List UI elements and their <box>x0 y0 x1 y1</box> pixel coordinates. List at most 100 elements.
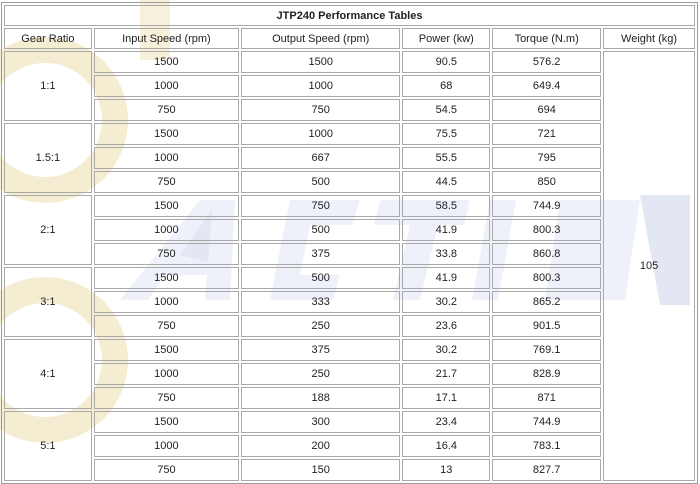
cell-input-speed: 1500 <box>93 267 240 289</box>
cell-power: 68 <box>402 75 491 97</box>
cell-power: 16.4 <box>402 435 491 457</box>
cell-output-speed: 500 <box>241 219 401 241</box>
cell-torque: 576.2 <box>492 51 602 73</box>
table-title: JTP240 Performance Tables <box>4 5 695 26</box>
cell-gear-ratio: 4:1 <box>4 339 92 409</box>
cell-power: 23.6 <box>402 315 491 337</box>
cell-power: 17.1 <box>402 387 491 409</box>
cell-power: 75.5 <box>402 123 491 145</box>
cell-output-speed: 1000 <box>241 75 401 97</box>
cell-torque: 865.2 <box>492 291 602 313</box>
cell-power: 44.5 <box>402 171 491 193</box>
table-row: 3:1 1500 500 41.9 800.3 <box>4 267 695 337</box>
cell-power: 30.2 <box>402 339 491 361</box>
header-torque: Torque (N.m) <box>492 28 602 49</box>
table-row: 1000 250 21.7 828.9 <box>4 363 695 385</box>
cell-gear-ratio: 5:1 <box>4 411 92 481</box>
cell-input-speed: 1000 <box>93 147 240 169</box>
cell-torque: 721 <box>492 123 602 145</box>
table-row: 750 188 17.1 871 <box>4 387 695 409</box>
table-row: 2:1 1500 750 58.5 744.9 <box>4 195 695 265</box>
cell-torque: 744.9 <box>492 195 602 217</box>
header-output-speed: Output Speed (rpm) <box>241 28 401 49</box>
cell-input-speed: 1500 <box>93 51 240 73</box>
table-row: 1.5:1 1500 1000 75.5 721 <box>4 123 695 193</box>
header-gear-ratio: Gear Ratio <box>4 28 92 49</box>
cell-input-speed: 1500 <box>93 195 240 217</box>
table-row: 1000 333 30.2 865.2 <box>4 291 695 313</box>
table-row: 5:1 1500 300 23.4 744.9 <box>4 411 695 481</box>
cell-output-speed: 300 <box>241 411 401 433</box>
cell-power: 21.7 <box>402 363 491 385</box>
cell-input-speed: 1000 <box>93 363 240 385</box>
table-row: 750 375 33.8 860.8 <box>4 243 695 265</box>
cell-output-speed: 1000 <box>241 123 401 145</box>
cell-output-speed: 500 <box>241 171 401 193</box>
cell-input-speed: 1000 <box>93 75 240 97</box>
cell-output-speed: 750 <box>241 99 401 121</box>
cell-output-speed: 250 <box>241 363 401 385</box>
cell-weight: 105 <box>603 51 695 481</box>
cell-gear-ratio: 1.5:1 <box>4 123 92 193</box>
cell-input-speed: 1500 <box>93 411 240 433</box>
cell-output-speed: 150 <box>241 459 401 481</box>
cell-power: 90.5 <box>402 51 491 73</box>
cell-power: 41.9 <box>402 267 491 289</box>
cell-torque: 871 <box>492 387 602 409</box>
cell-input-speed: 1000 <box>93 291 240 313</box>
table-row: 1000 500 41.9 800.3 <box>4 219 695 241</box>
cell-torque: 783.1 <box>492 435 602 457</box>
cell-input-speed: 750 <box>93 387 240 409</box>
cell-torque: 795 <box>492 147 602 169</box>
cell-input-speed: 750 <box>93 459 240 481</box>
header-input-speed: Input Speed (rpm) <box>93 28 240 49</box>
cell-gear-ratio: 1:1 <box>4 51 92 121</box>
table-row: 750 150 13 827.7 <box>4 459 695 481</box>
table-body: 1:1 1500 1500 90.5 576.2 105 1000 1000 68 649.4 75… <box>4 51 695 481</box>
cell-gear-ratio: 3:1 <box>4 267 92 337</box>
table-row: 1000 1000 68 649.4 <box>4 75 695 97</box>
cell-torque: 860.8 <box>492 243 602 265</box>
table-row: 750 750 54.5 694 <box>4 99 695 121</box>
cell-gear-ratio: 2:1 <box>4 195 92 265</box>
table-row: 1000 667 55.5 795 <box>4 147 695 169</box>
header-power: Power (kw) <box>402 28 491 49</box>
cell-torque: 800.3 <box>492 219 602 241</box>
cell-power: 23.4 <box>402 411 491 433</box>
cell-input-speed: 1500 <box>93 123 240 145</box>
cell-input-speed: 750 <box>93 99 240 121</box>
cell-output-speed: 333 <box>241 291 401 313</box>
cell-input-speed: 750 <box>93 171 240 193</box>
cell-torque: 649.4 <box>492 75 602 97</box>
cell-torque: 800.3 <box>492 267 602 289</box>
cell-output-speed: 500 <box>241 267 401 289</box>
cell-input-speed: 1000 <box>93 435 240 457</box>
cell-output-speed: 375 <box>241 243 401 265</box>
cell-torque: 827.7 <box>492 459 602 481</box>
cell-power: 58.5 <box>402 195 491 217</box>
table-row: 4:1 1500 375 30.2 769.1 <box>4 339 695 409</box>
cell-output-speed: 1500 <box>241 51 401 73</box>
cell-output-speed: 188 <box>241 387 401 409</box>
cell-power: 30.2 <box>402 291 491 313</box>
cell-output-speed: 667 <box>241 147 401 169</box>
cell-input-speed: 750 <box>93 315 240 337</box>
cell-output-speed: 250 <box>241 315 401 337</box>
cell-power: 33.8 <box>402 243 491 265</box>
cell-input-speed: 750 <box>93 243 240 265</box>
table-row: 750 250 23.6 901.5 <box>4 315 695 337</box>
cell-power: 41.9 <box>402 219 491 241</box>
cell-input-speed: 1500 <box>93 339 240 361</box>
cell-output-speed: 375 <box>241 339 401 361</box>
cell-power: 13 <box>402 459 491 481</box>
cell-input-speed: 1000 <box>93 219 240 241</box>
table-row: 1:1 1500 1500 90.5 576.2 105 <box>4 51 695 481</box>
table-row: 1000 200 16.4 783.1 <box>4 435 695 457</box>
cell-output-speed: 750 <box>241 195 401 217</box>
cell-torque: 769.1 <box>492 339 602 361</box>
table-row: 750 500 44.5 850 <box>4 171 695 193</box>
cell-torque: 694 <box>492 99 602 121</box>
cell-output-speed: 200 <box>241 435 401 457</box>
cell-torque: 901.5 <box>492 315 602 337</box>
